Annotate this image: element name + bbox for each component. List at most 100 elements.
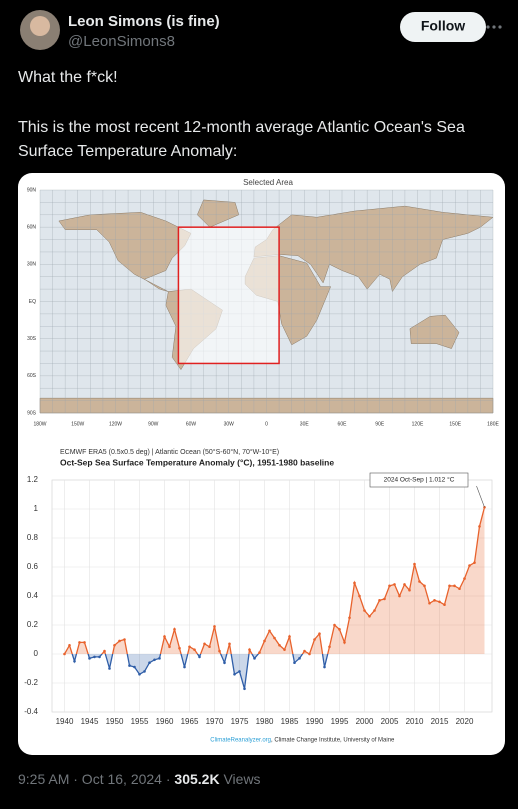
point [253,657,256,660]
point [398,594,401,598]
point [128,664,131,667]
y-tick-label: 1 [34,504,39,513]
point [203,642,206,646]
point [163,635,166,638]
point [433,599,436,602]
point [458,587,461,591]
point [363,609,366,612]
lon-label: 90E [375,421,385,427]
point [348,616,351,620]
point [243,687,246,691]
lon-label: 180E [487,421,499,427]
y-tick-label: 0.4 [27,591,39,600]
point [123,638,126,641]
point [263,639,266,643]
lat-label: 60N [27,224,37,230]
x-tick-label: 2010 [406,717,424,726]
point [138,673,141,676]
lon-label: 30E [300,421,310,427]
area-positive [64,507,485,654]
point [153,658,156,662]
point [248,648,251,651]
more-menu[interactable] [486,25,502,29]
x-tick-label: 1955 [131,717,149,726]
y-tick-label: -0.2 [24,678,38,687]
lon-label: 60W [186,421,197,427]
lon-label: 30W [224,421,235,427]
x-tick-label: 2000 [356,717,374,726]
point [178,646,181,650]
point [343,641,346,644]
x-tick-label: 1980 [256,717,274,726]
x-tick-label: 1940 [56,717,74,726]
point [268,629,271,633]
x-tick-label: 1960 [156,717,174,726]
credit: , Climate Change Institute, University o… [271,738,395,744]
chart-title: Oct-Sep Sea Surface Temperature Anomaly … [60,457,334,467]
point [388,584,391,588]
point [273,636,276,640]
point [373,609,376,612]
lon-label: 120E [412,421,424,427]
point [293,661,296,664]
point [108,667,111,670]
point [333,623,336,627]
point [443,603,446,606]
lat-label: 90N [27,187,37,193]
x-tick-label: 2015 [431,717,449,726]
point [413,562,416,566]
point [323,665,326,669]
tweet-text: This is the most recent 12-month average… [18,119,465,136]
point [88,657,91,660]
lat-label: 60S [27,373,37,379]
lon-label: 0 [265,421,268,427]
point [338,628,341,631]
point [158,657,161,660]
point [213,625,216,628]
annotation-box [369,472,469,488]
point [98,655,101,659]
point [473,561,476,564]
x-tick-label: 1995 [331,717,349,726]
follow-label[interactable]: Follow [421,18,465,34]
tweet-text: What the f*ck! [18,69,118,86]
time[interactable]: 9:25 AM · Oct 16, 2024 · [18,771,174,787]
author-name[interactable]: Leon Simons (is fine) [68,13,220,30]
point [73,659,76,663]
x-tick-label: 1950 [106,717,124,726]
point [113,644,116,647]
views-label: Views [220,771,261,787]
lon-label: 90W [148,421,159,427]
point [448,584,451,588]
point [68,644,71,647]
point [228,642,231,646]
avatar-face [30,16,50,36]
point [318,632,321,635]
chart: -0.4 -0.2 0 0.2 0.4 0.6 0.8 1 1.2 1940 1945 1950 195… [24,472,493,726]
point [423,584,426,588]
y-tick-label: 0.8 [27,533,39,542]
author-handle[interactable]: @LeonSimons8 [68,33,175,50]
x-tick-label: 1945 [81,717,99,726]
point [193,648,196,651]
point [283,648,286,651]
lon-label: 120W [109,421,122,427]
point [463,577,466,580]
x-tick-label: 1975 [231,717,249,726]
lon-label: 150W [71,421,84,427]
y-tick-label: 0.2 [27,620,39,629]
credit-link[interactable]: ClimateReanalyzer.org [210,738,271,744]
x-tick-label: 2020 [456,717,474,726]
y-tick-label: 0.6 [27,562,39,571]
point [118,639,121,643]
x-tick-label: 1970 [206,717,224,726]
point [453,584,456,588]
point [403,583,406,586]
follow-button[interactable] [400,12,486,42]
point [258,651,261,654]
point [438,600,441,604]
x-tick-label: 2005 [381,717,399,726]
x-tick-label: 1965 [181,717,199,726]
point [93,655,96,659]
